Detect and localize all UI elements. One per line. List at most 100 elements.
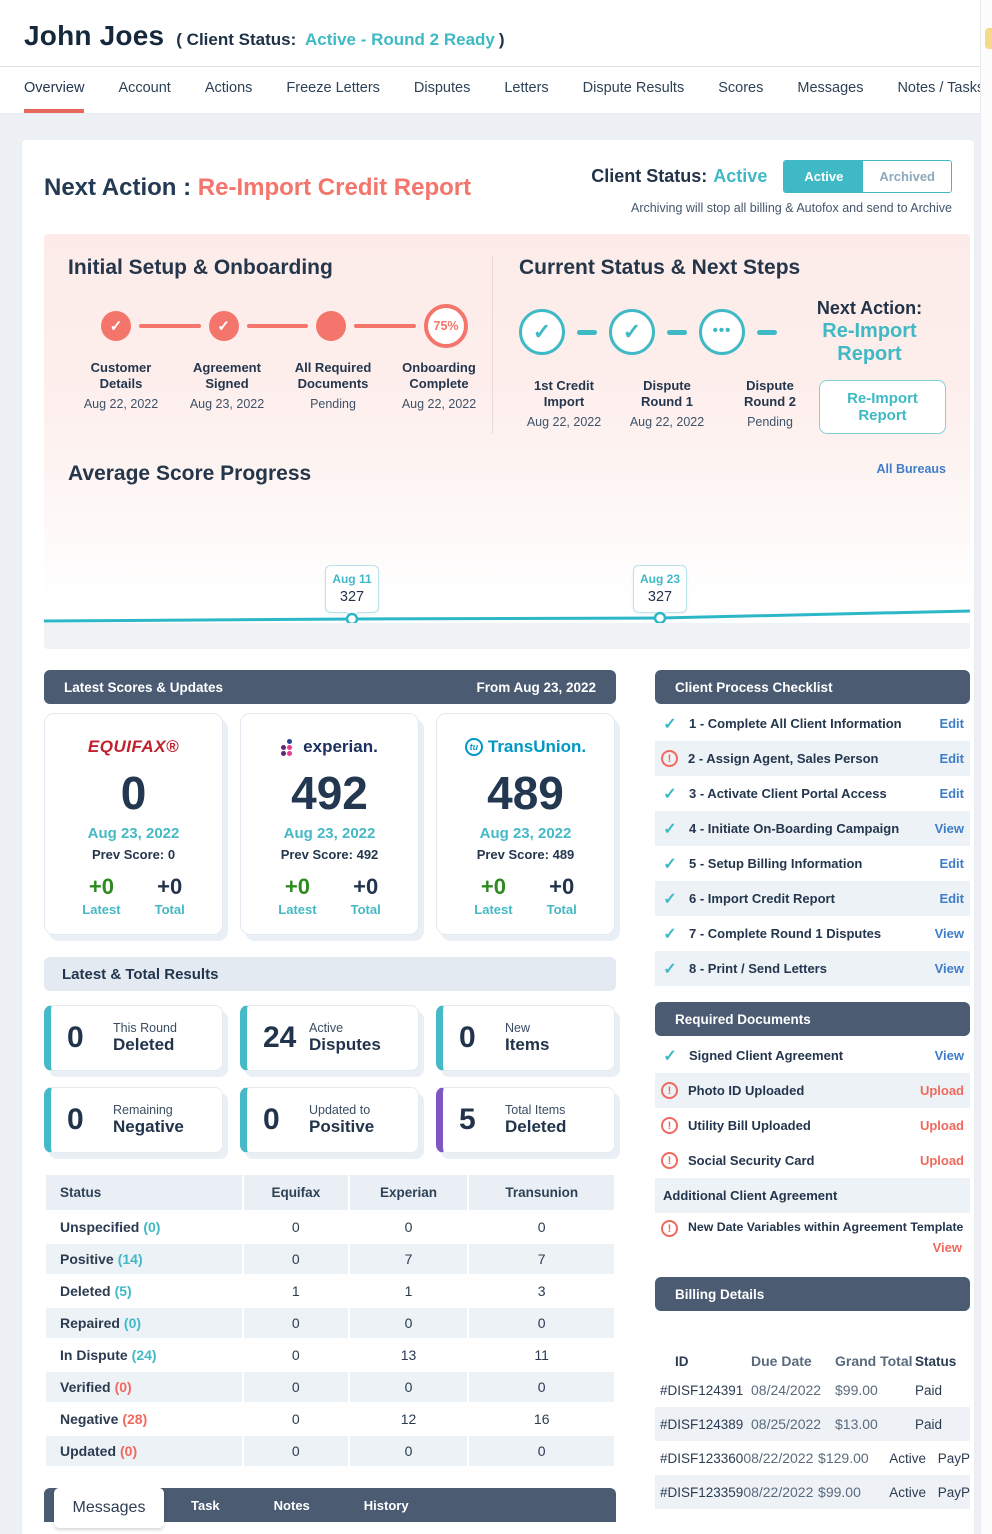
checklist-item: ✓ 3 - Activate Client Portal Access Edit — [655, 776, 970, 811]
upload-link[interactable]: Upload — [919, 1118, 964, 1133]
tab-notes-tasks[interactable]: Notes / Tasks — [897, 80, 985, 96]
doc-item: ✓ Signed Client Agreement View — [655, 1038, 970, 1073]
score-progress-chart: Aug 11 327 Aug 23 327 — [44, 499, 970, 649]
doc-item: ! Utility Bill Uploaded Upload — [655, 1108, 970, 1143]
onboarding-section: Initial Setup & Onboarding ✓ ✓ 75% Custo… — [68, 256, 493, 434]
view-link[interactable]: View — [932, 1240, 962, 1255]
cut-off-side-button[interactable] — [985, 28, 992, 49]
tab-messages[interactable]: Messages — [797, 80, 864, 96]
edit-link[interactable]: Edit — [939, 751, 964, 766]
toggle-active-button[interactable]: Active — [784, 161, 864, 192]
transunion-logo: TransUnion. — [487, 737, 587, 756]
transunion-logo-icon: tu — [464, 738, 483, 756]
check-icon: ✓ — [663, 960, 677, 978]
client-process-checklist: ✓ 1 - Complete All Client Information Ed… — [655, 706, 970, 986]
timeline-dash — [667, 329, 687, 335]
tab-account[interactable]: Account — [118, 80, 171, 96]
check-icon: ✓ — [663, 925, 677, 943]
billing-row: #DISF124389 08/25/2022 $13.00 Paid — [655, 1407, 970, 1441]
data-point-marker[interactable] — [653, 611, 667, 623]
doc-item-agreement-template: ! New Date Variables within Agreement Te… — [655, 1213, 970, 1261]
onboarding-step: Agreement Signed Aug 23, 2022 — [189, 360, 265, 411]
status-by-bureau-table: Status Equifax Experian Transunion Unspe… — [44, 1173, 616, 1468]
transunion-score-card: tu TransUnion. 489 Aug 23, 2022 Prev Sco… — [436, 713, 615, 935]
warning-icon: ! — [661, 750, 678, 767]
archive-toggle: Active Archived — [783, 160, 952, 193]
timeline-connector — [139, 324, 201, 328]
checklist-item: ✓ 7 - Complete Round 1 Disputes View — [655, 916, 970, 951]
timeline-connector — [354, 324, 417, 328]
page-header: John Joes ( Client Status: Active - Roun… — [0, 0, 992, 66]
tab-task[interactable]: Task — [191, 1497, 220, 1513]
client-status-value: Active - Round 2 Ready — [304, 30, 495, 49]
chart-baseline-strip — [44, 623, 970, 649]
warning-icon: ! — [661, 1082, 678, 1099]
tab-letters[interactable]: Letters — [504, 80, 549, 96]
toggle-archived-button[interactable]: Archived — [863, 161, 951, 192]
next-action-row: Next Action : Re-Import Credit Report Cl… — [44, 160, 970, 222]
tab-overview[interactable]: Overview — [24, 67, 85, 113]
check-icon: ✓ — [663, 820, 677, 838]
hero-panel: Initial Setup & Onboarding ✓ ✓ 75% Custo… — [44, 234, 970, 649]
experian-logo: experian. — [303, 737, 378, 756]
warning-icon: ! — [661, 1220, 678, 1237]
edit-link[interactable]: Edit — [939, 786, 964, 801]
next-action-value: Re-Import Credit Report — [197, 174, 472, 201]
view-link[interactable]: View — [934, 1048, 964, 1063]
tab-freeze-letters[interactable]: Freeze Letters — [286, 80, 380, 96]
edit-link[interactable]: Edit — [939, 891, 964, 906]
tab-disputes[interactable]: Disputes — [413, 80, 471, 96]
onboarding-step: Customer Details Aug 22, 2022 — [83, 360, 159, 411]
experian-logo-icon — [281, 738, 298, 756]
step-done-icon: ✓ — [609, 309, 655, 355]
required-documents-list: ✓ Signed Client Agreement View ! Photo I… — [655, 1038, 970, 1261]
checklist-header: Client Process Checklist — [655, 670, 970, 704]
client-name: John Joes — [24, 20, 165, 51]
check-icon: ✓ — [663, 715, 677, 733]
additional-agreement-subheader: Additional Client Agreement — [655, 1178, 970, 1213]
current-status-section: Current Status & Next Steps ✓ ✓ ••• Next… — [493, 256, 946, 434]
step-done-icon: ✓ — [101, 311, 131, 341]
check-icon: ✓ — [663, 1047, 677, 1065]
billing-table: ID Due Date Grand Total Status #DISF1243… — [655, 1349, 970, 1509]
upload-link[interactable]: Upload — [919, 1083, 964, 1098]
view-link[interactable]: View — [934, 821, 964, 836]
onboarding-timeline: ✓ ✓ 75% — [68, 304, 492, 348]
overview-card: Next Action : Re-Import Credit Report Cl… — [22, 140, 974, 1534]
tab-dispute-results[interactable]: Dispute Results — [582, 80, 685, 96]
check-icon: ✓ — [663, 855, 677, 873]
tab-notes[interactable]: Notes — [273, 1497, 310, 1513]
doc-item: ! Social Security Card Upload — [655, 1143, 970, 1178]
upload-link[interactable]: Upload — [919, 1153, 964, 1168]
step-inprogress-icon: ••• — [699, 309, 745, 355]
client-status-label: ( Client Status: — [176, 30, 297, 49]
current-status-step: 1st Credit Import Aug 22, 2022 — [526, 378, 602, 429]
onboarding-step: All Required Documents Pending — [294, 360, 372, 411]
experian-score-card: experian. 492 Aug 23, 2022 Prev Score: 4… — [240, 713, 419, 935]
edit-link[interactable]: Edit — [939, 716, 964, 731]
latest-total-results-header: Latest & Total Results — [44, 957, 616, 991]
onboarding-title: Initial Setup & Onboarding — [68, 256, 333, 279]
all-bureaus-link[interactable]: All Bureaus — [876, 462, 946, 476]
warning-icon: ! — [661, 1117, 678, 1134]
result-card-remaining-negative: 0 Remaining Negative — [44, 1087, 223, 1153]
archive-note: Archiving will stop all billing & Autofo… — [630, 201, 952, 215]
reimport-report-button[interactable]: Re-Import Report — [819, 380, 946, 434]
edit-link[interactable]: Edit — [939, 856, 964, 871]
onboarding-step: Onboarding Complete Aug 22, 2022 — [401, 360, 477, 411]
data-point-marker[interactable] — [345, 612, 359, 623]
timeline-dash — [577, 329, 597, 335]
tab-history[interactable]: History — [363, 1497, 409, 1513]
tab-actions[interactable]: Actions — [204, 80, 253, 96]
view-link[interactable]: View — [934, 926, 964, 941]
step-done-icon: ✓ — [519, 309, 565, 355]
tab-messages-bottom[interactable]: Messages — [54, 1488, 164, 1528]
result-card-total-items-deleted: 5 Total Items Deleted — [436, 1087, 615, 1153]
tab-scores[interactable]: Scores — [718, 80, 764, 96]
view-link[interactable]: View — [934, 961, 964, 976]
scrollbar[interactable] — [980, 0, 992, 1534]
timeline-connector — [246, 324, 309, 328]
